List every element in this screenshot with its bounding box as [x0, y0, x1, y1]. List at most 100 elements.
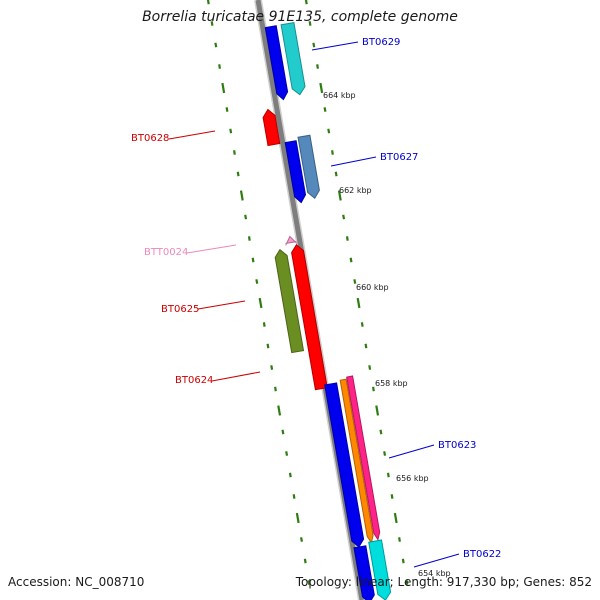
gene-labels: BT0629 BT0628 BT0627 BTT0024 BT0625 BT0624 BT0… [131, 37, 501, 560]
map-title: Borrelia turicatae 91E135, complete geno… [142, 9, 458, 25]
kbp-marker-label: 656 kbp [396, 474, 429, 483]
gene-bt0624-arrow[interactable] [291, 243, 328, 391]
accession-text: Accession: NC_008710 [8, 575, 145, 589]
leader-line-bt0623 [388, 444, 435, 459]
leader-line-bt0627 [330, 156, 377, 167]
ruler-tick-right [398, 537, 401, 542]
ruler-tick-left [239, 190, 244, 201]
ruler-tick-left [262, 322, 266, 327]
ruler-tick-right [386, 472, 390, 478]
ruler-tick-left [266, 343, 270, 349]
ruler-tick-right [372, 386, 375, 392]
ruler-tick-left [277, 405, 282, 416]
leader-line-bt0622 [413, 553, 460, 568]
ruler-tick-left [244, 214, 248, 220]
gene-label-bt0625[interactable]: BT0625 [161, 304, 199, 315]
ruler-tick-left [281, 429, 285, 435]
gene-btt0024-arrow[interactable] [285, 235, 297, 247]
ruler-tick-left [206, 0, 210, 5]
ruler-tick-left [300, 537, 303, 542]
ruler-tick-left [307, 580, 311, 585]
ruler-tick-left [247, 236, 251, 241]
ruler-tick-left [229, 128, 233, 134]
ruler-tick-right [405, 580, 409, 585]
kbp-marker-label: 654 kbp [418, 569, 451, 578]
ruler-tick-left [258, 297, 263, 309]
label-leader-lines [168, 41, 460, 568]
gene-unlabeled-arrow[interactable] [368, 539, 392, 600]
gene-unlabeled-arrow[interactable] [280, 22, 306, 96]
kbp-marker-label: 660 kbp [356, 283, 389, 292]
ruler-tick-right [319, 82, 324, 94]
ruler-tick-left [210, 21, 214, 26]
gene-label-bt0629[interactable]: BT0629 [362, 37, 400, 48]
ruler-tick-right [349, 257, 353, 263]
ruler-tick-left [218, 64, 221, 69]
ruler-tick-left [292, 494, 296, 499]
gene-features [262, 22, 392, 600]
ruler-tick-right [368, 365, 372, 370]
ruler-tick-right [345, 236, 349, 241]
gene-unlabeled-arrow[interactable] [346, 375, 381, 541]
gene-bt0622-arrow[interactable] [353, 545, 375, 600]
leader-line-bt0628 [168, 130, 216, 140]
ruler-tick-right [334, 171, 338, 177]
gene-label-bt0624[interactable]: BT0624 [175, 375, 213, 386]
ruler-tick-right [316, 64, 319, 69]
ruler-tick-right [360, 322, 364, 327]
leader-line-bt0629 [311, 41, 359, 51]
kbp-marker-label: 658 kbp [375, 379, 408, 388]
ruler-tick-right [393, 512, 398, 524]
leader-line-bt0624 [211, 371, 261, 382]
ruler-tick-left [274, 386, 277, 392]
ruler-tick-left [288, 472, 292, 478]
gene-bt0623-arrow[interactable] [324, 382, 365, 548]
ruler-tick-left [285, 451, 289, 456]
ruler-tick-left [255, 279, 259, 284]
ruler-tick-right [312, 42, 316, 48]
ruler-tick-left [295, 512, 300, 524]
ruler-tick-left [233, 150, 236, 155]
ruler-tick-right [364, 343, 368, 349]
gene-bt0627-arrow[interactable] [284, 140, 307, 204]
gene-label-btt0024[interactable]: BTT0024 [144, 247, 188, 258]
gene-label-bt0627[interactable]: BT0627 [380, 152, 418, 163]
ruler-tick-left [251, 257, 255, 263]
ruler-tick-right [356, 297, 361, 309]
gene-label-bt0628[interactable]: BT0628 [131, 133, 169, 144]
kbp-marker-label: 662 kbp [339, 186, 372, 195]
ruler-tick-right [342, 214, 346, 220]
kbp-markers: 664 kbp 662 kbp 660 kbp 658 kbp 656 kbp 654 k… [323, 91, 451, 578]
ruler-tick-right [337, 190, 342, 201]
ruler-tick-right [304, 0, 308, 5]
gene-bt0629-arrow[interactable] [264, 25, 289, 101]
topology-summary: Topology: linear; Length: 917,330 bp; Ge… [295, 575, 592, 589]
ruler-tick-right [379, 429, 383, 435]
leader-line-bt0625 [197, 300, 246, 310]
ruler-tick-right [375, 405, 380, 416]
ruler-tick-left [303, 558, 307, 564]
leader-line-btt0024 [186, 244, 237, 254]
ruler-tick-right [401, 558, 405, 564]
ruler-tick-right [323, 107, 327, 112]
gene-unlabeled-arrow[interactable] [339, 378, 374, 545]
gene-label-bt0623[interactable]: BT0623 [438, 440, 476, 451]
ruler-tick-left [214, 42, 218, 48]
gene-bt0628-arrow[interactable] [262, 108, 281, 147]
ruler-tick-right [383, 451, 387, 456]
kbp-marker-label: 664 kbp [323, 91, 356, 100]
ruler-tick-left [225, 107, 229, 112]
ruler-tick-left [221, 82, 226, 94]
ruler-tick-right [308, 21, 312, 26]
ruler-ticks-right [304, 0, 409, 585]
ruler-tick-right [331, 150, 334, 155]
gene-label-bt0622[interactable]: BT0622 [463, 549, 501, 560]
ruler-tick-left [270, 365, 274, 370]
ruler-tick-left [236, 171, 240, 177]
ruler-ticks-left [206, 0, 311, 585]
ruler-tick-right [390, 494, 394, 499]
gene-bt0625-arrow[interactable] [274, 248, 305, 354]
gene-unlabeled-arrow[interactable] [297, 134, 320, 199]
